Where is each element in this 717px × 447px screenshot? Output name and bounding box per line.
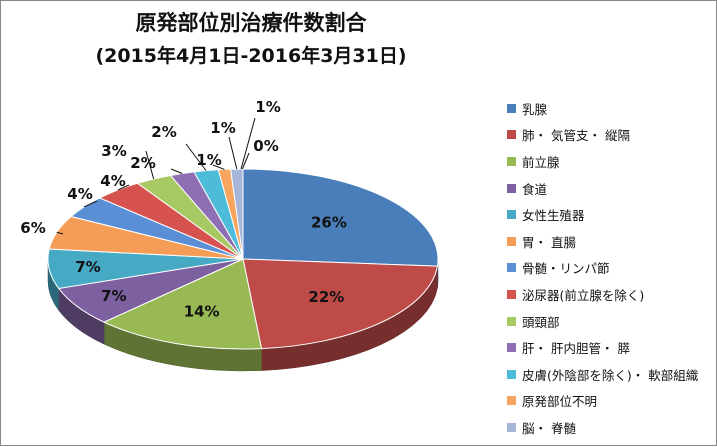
- legend-label: 乳腺: [522, 101, 548, 117]
- data-label-1: 26%: [311, 213, 347, 231]
- legend-swatch: [507, 183, 516, 193]
- legend-item-3: 前立腺: [501, 148, 716, 175]
- legend-swatch: [507, 236, 516, 246]
- legend-label: 前立腺: [522, 154, 560, 170]
- legend: 乳腺肺・ 気管支・ 縦隔 前立腺食道女性生殖器胃・ 直腸骨髄・リンパ節泌尿器(前立…: [501, 95, 716, 441]
- legend-swatch: [507, 156, 516, 166]
- legend-label: 胃・ 直腸: [522, 234, 576, 250]
- legend-label: 骨髄・リンパ節: [522, 261, 610, 277]
- leader-line-10: [170, 168, 183, 174]
- legend-swatch: [507, 369, 516, 379]
- data-label-5: 7%: [75, 258, 100, 276]
- legend-item-13: 脳・ 脊髄: [501, 414, 716, 441]
- leader-line-8: [117, 184, 130, 191]
- legend-item-8: 泌尿器(前立腺を除く): [501, 281, 716, 308]
- data-label-15: 0%: [253, 137, 278, 155]
- legend-item-4: 食道: [501, 175, 716, 202]
- pie-slice-1: [242, 168, 439, 267]
- legend-swatch: [507, 263, 516, 273]
- pie-chart: 26%22%14%7%7%6%4%4%3%2%2%1%1%1%0%: [20, 98, 439, 372]
- data-label-3: 14%: [184, 302, 220, 320]
- data-label-8: 4%: [100, 172, 125, 190]
- leader-line-14: [240, 117, 256, 170]
- leader-line-6: [56, 231, 64, 235]
- data-label-7: 4%: [67, 185, 92, 203]
- leader-line-9: [145, 150, 155, 180]
- legend-swatch: [507, 289, 516, 299]
- legend-item-2: 肺・ 気管支・ 縦隔: [501, 122, 716, 149]
- leader-line-7: [83, 200, 98, 208]
- legend-item-10: 肝・ 肝内胆管・ 膵: [501, 334, 716, 361]
- legend-item-7: 骨髄・リンパ節: [501, 255, 716, 282]
- legend-swatch: [507, 316, 516, 326]
- data-label-12: 1%: [196, 151, 221, 169]
- legend-label: 原発部位不明: [522, 394, 598, 410]
- legend-item-5: 女性生殖器: [501, 201, 716, 228]
- legend-label: 皮膚(外陰部を除く)・ 軟部組織: [522, 367, 699, 383]
- legend-swatch: [507, 396, 516, 406]
- pie-slice-2: [242, 258, 438, 350]
- legend-swatch: [507, 343, 516, 353]
- data-label-6: 6%: [20, 219, 45, 237]
- legend-label: 脳・ 脊髄: [522, 420, 576, 436]
- leader-line-11: [185, 143, 207, 171]
- legend-item-1: 乳腺: [501, 95, 716, 122]
- leader-line-12: [212, 164, 225, 170]
- data-label-14: 1%: [255, 98, 280, 116]
- data-label-4: 7%: [101, 287, 126, 305]
- legend-label: 女性生殖器: [522, 208, 585, 224]
- data-label-2: 22%: [308, 288, 344, 306]
- pie-slice-3: [102, 258, 263, 350]
- data-label-9: 3%: [101, 142, 126, 160]
- legend-label: 食道: [522, 181, 548, 197]
- legend-item-9: 頭頸部: [501, 308, 716, 335]
- legend-swatch: [507, 422, 516, 432]
- legend-item-12: 原発部位不明: [501, 388, 716, 415]
- legend-label: 肺・ 気管支・ 縦隔: [522, 128, 630, 144]
- legend-swatch: [507, 210, 516, 220]
- leader-line-15: [241, 152, 250, 170]
- chart-title: 原発部位別治療件数割合: [135, 11, 367, 35]
- legend-item-6: 胃・ 直腸: [501, 228, 716, 255]
- pie-slices: [47, 168, 439, 350]
- legend-label: 頭頸部: [522, 314, 560, 330]
- data-label-13: 1%: [210, 119, 235, 137]
- leader-line-13: [228, 136, 238, 170]
- data-label-10: 2%: [130, 154, 155, 172]
- legend-swatch: [507, 103, 516, 113]
- legend-label: 泌尿器(前立腺を除く): [522, 287, 645, 303]
- data-label-11: 2%: [151, 123, 176, 141]
- data-labels: 26%22%14%7%7%6%4%4%3%2%2%1%1%1%0%: [20, 98, 347, 320]
- legend-swatch: [507, 130, 516, 140]
- legend-item-11: 皮膚(外陰部を除く)・ 軟部組織: [501, 361, 716, 388]
- chart-subtitle: (2015年4月1日-2016年3月31日): [95, 45, 407, 67]
- legend-label: 肝・ 肝内胆管・ 膵: [522, 341, 630, 357]
